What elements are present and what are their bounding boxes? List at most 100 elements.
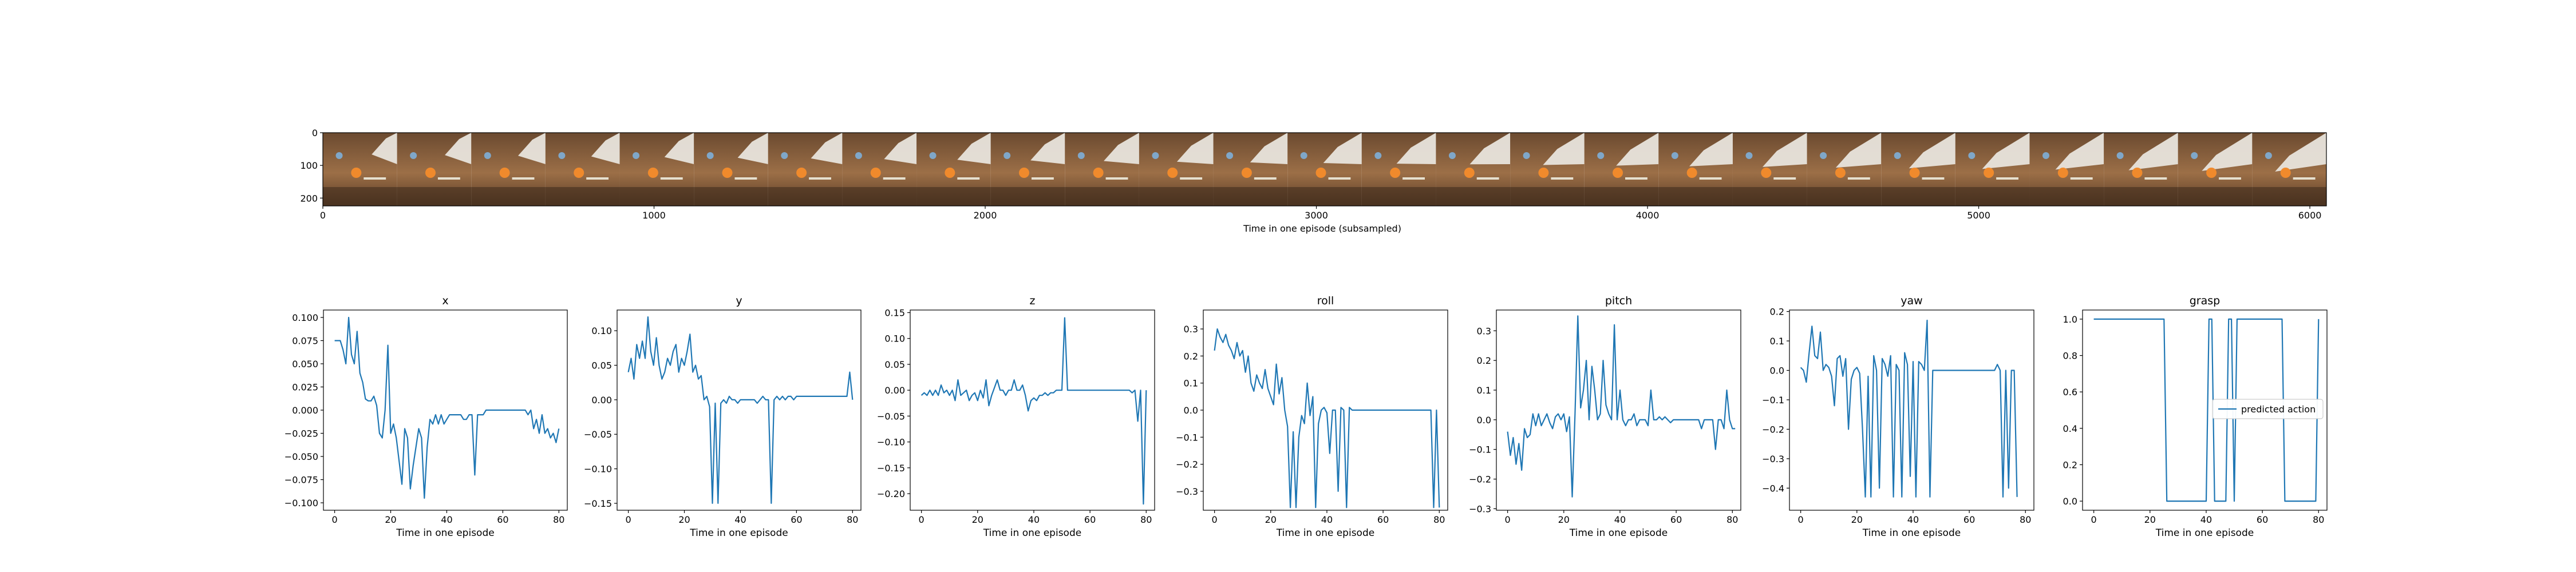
table-edge bbox=[1955, 187, 2030, 206]
orange-ball bbox=[2132, 168, 2143, 178]
robot-arm bbox=[1689, 133, 1733, 166]
white-stick bbox=[660, 177, 683, 180]
orange-ball bbox=[647, 168, 658, 178]
strip-frame bbox=[2104, 133, 2178, 206]
robot-arm bbox=[1469, 133, 1511, 165]
table-edge bbox=[1881, 187, 1955, 206]
robot-arm bbox=[1176, 133, 1214, 164]
white-stick bbox=[437, 177, 460, 180]
robot-arm bbox=[811, 133, 843, 164]
table-edge bbox=[1584, 187, 1659, 206]
subplot-grasp: grasp 0 20 40 60 80 1.0 0.8 0.6 0.4 0.2 0.0 Time in … bbox=[2063, 295, 2328, 539]
white-stick bbox=[957, 177, 980, 180]
strip-frame bbox=[619, 133, 694, 206]
blue-object bbox=[855, 152, 862, 159]
y-tick-label: 0.050 bbox=[292, 359, 318, 370]
robot-arm bbox=[1323, 133, 1362, 164]
x-tick-label: 60 bbox=[1084, 514, 1096, 525]
orange-ball bbox=[1835, 168, 1846, 178]
table-edge bbox=[2104, 187, 2178, 206]
orange-ball bbox=[945, 168, 955, 178]
blue-object bbox=[1077, 152, 1085, 159]
x-tick-label: 20 bbox=[2144, 514, 2156, 525]
y-tick-label: −0.1 bbox=[1469, 444, 1491, 455]
strip-frame bbox=[1881, 133, 1955, 206]
orange-ball bbox=[1093, 168, 1104, 178]
white-stick bbox=[1996, 177, 2019, 180]
strip-frame bbox=[1510, 133, 1585, 206]
legend: predicted action bbox=[2212, 399, 2324, 419]
y-tick-label: 0.1 bbox=[1770, 336, 1784, 347]
white-stick bbox=[2070, 177, 2093, 180]
strip-frame bbox=[1584, 133, 1659, 206]
x-tick-label: 40 bbox=[441, 514, 452, 525]
blue-object bbox=[2042, 152, 2049, 159]
white-stick bbox=[1625, 177, 1647, 180]
white-stick bbox=[734, 177, 757, 180]
table-edge bbox=[1139, 187, 1214, 206]
white-stick bbox=[809, 177, 831, 180]
orange-ball bbox=[1984, 168, 1994, 178]
x-tick-label: 0 bbox=[625, 514, 631, 525]
table-edge bbox=[1065, 187, 1139, 206]
subplot-roll: roll 0 20 40 60 80 0.3 0.2 0.1 0.0 −0.1 −0.2 −0.3 Tim… bbox=[1176, 295, 1448, 539]
strip-x-tick-label: 6000 bbox=[2298, 210, 2322, 221]
white-stick bbox=[1551, 177, 1574, 180]
orange-ball bbox=[574, 168, 584, 178]
blue-object bbox=[558, 152, 566, 159]
y-tick-label: 1.0 bbox=[2063, 314, 2077, 325]
x-tick-label: 20 bbox=[972, 514, 983, 525]
strip-frame bbox=[2029, 133, 2104, 206]
y-tick-label: 0.15 bbox=[884, 308, 905, 319]
subplot-title: x bbox=[442, 295, 448, 307]
strip-y-tick-label: 200 bbox=[300, 193, 318, 204]
robot-arm bbox=[737, 133, 768, 164]
series-line-yaw bbox=[1800, 319, 2018, 498]
table-edge bbox=[619, 187, 694, 206]
table-edge bbox=[1510, 187, 1585, 206]
table-edge bbox=[397, 187, 472, 206]
axes-frame bbox=[1496, 309, 1741, 511]
y-tick-label: −0.3 bbox=[1176, 486, 1198, 497]
subplot-y: y 0 20 40 60 80 0.10 0.05 0.00 −0.05 −0.10 −0.15 Tim… bbox=[584, 295, 862, 539]
x-tick-label: 20 bbox=[1265, 514, 1277, 525]
x-tick-label: 20 bbox=[678, 514, 690, 525]
x-axis-label: Time in one episode bbox=[1276, 527, 1374, 539]
blue-object bbox=[1300, 152, 1307, 159]
robot-arm bbox=[1396, 133, 1436, 164]
strip-frame-border bbox=[322, 132, 2327, 206]
subplot-z: z 0 20 40 60 80 0.15 0.10 0.05 0.00 −0.05 −0.10 −0.1… bbox=[877, 295, 1155, 539]
y-tick-label: 0.025 bbox=[292, 382, 318, 392]
legend-box bbox=[2212, 399, 2324, 419]
y-tick-label: 0.0 bbox=[1770, 366, 1784, 376]
x-tick-label: 80 bbox=[553, 514, 564, 525]
table-edge bbox=[323, 187, 397, 206]
orange-ball bbox=[1315, 168, 1326, 178]
y-tick-label: 0.0 bbox=[2063, 496, 2077, 507]
blue-object bbox=[1003, 152, 1011, 159]
subplot-title: grasp bbox=[2190, 295, 2220, 307]
orange-ball bbox=[1241, 168, 1252, 178]
series-line-y bbox=[627, 316, 854, 504]
robot-arm bbox=[2202, 133, 2253, 171]
orange-ball bbox=[796, 168, 807, 178]
strip-frame bbox=[1807, 133, 1882, 206]
table-edge bbox=[842, 187, 917, 206]
strip-frame bbox=[1658, 133, 1733, 206]
subplot-title: y bbox=[736, 295, 742, 307]
y-tick-label: 0.100 bbox=[292, 312, 318, 323]
strip-x-tick-label: 2000 bbox=[974, 210, 997, 221]
orange-ball bbox=[870, 168, 881, 178]
subplot-title: roll bbox=[1317, 295, 1334, 307]
table-edge bbox=[694, 187, 768, 206]
blue-object bbox=[781, 152, 788, 159]
y-tick-label: −0.1 bbox=[1762, 395, 1784, 406]
white-stick bbox=[883, 177, 906, 180]
image-strip: 0 1000 2000 3000 4000 5000 6000 0 100 200 bbox=[300, 128, 2327, 221]
table-edge bbox=[471, 187, 546, 206]
y-tick-label: −0.100 bbox=[285, 498, 318, 509]
orange-ball bbox=[499, 168, 510, 178]
series-line-pitch bbox=[1507, 315, 1736, 498]
strip-frame bbox=[1955, 133, 2030, 206]
